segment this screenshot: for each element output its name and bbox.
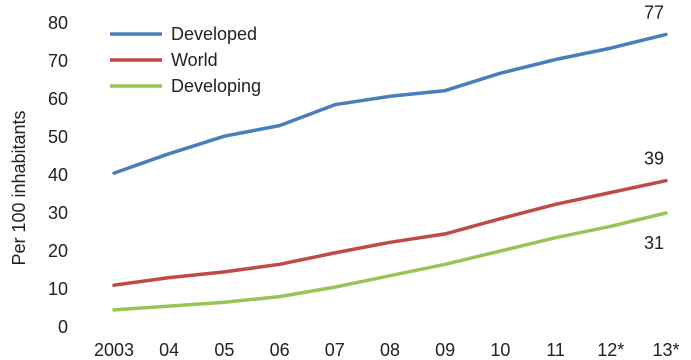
y-tick-label: 70: [48, 51, 68, 71]
y-tick-label: 20: [48, 241, 68, 261]
series-line-developing: [112, 211, 668, 312]
y-tick-label: 30: [48, 203, 68, 223]
end-label-developed: 77: [644, 2, 664, 22]
x-tick-label: 09: [435, 340, 455, 360]
legend-label-developing: Developing: [171, 76, 261, 96]
y-tick-label: 10: [48, 279, 68, 299]
x-tick-label: 08: [380, 340, 400, 360]
x-tick-label: 04: [159, 340, 179, 360]
legend-label-world: World: [171, 50, 218, 70]
y-tick-label: 0: [58, 317, 68, 337]
series-line-world: [112, 178, 668, 287]
y-tick-label: 50: [48, 127, 68, 147]
y-axis-label: Per 100 inhabitants: [9, 110, 29, 265]
x-axis-ticks: 2003 04 05 06 07 08 09 10 11 12* 13*: [94, 340, 680, 360]
x-tick-label: 05: [214, 340, 234, 360]
x-tick-label: 07: [325, 340, 345, 360]
series-lines: [112, 32, 668, 312]
end-label-developing: 31: [644, 233, 664, 253]
series-end-labels: 77 39 31: [644, 2, 664, 253]
end-label-world: 39: [644, 149, 664, 169]
x-tick-label: 10: [490, 340, 510, 360]
x-tick-label: 13*: [652, 340, 679, 360]
x-tick-label: 2003: [94, 340, 134, 360]
y-tick-label: 40: [48, 165, 68, 185]
series-line-developed: [112, 32, 668, 175]
y-axis-ticks: 0 10 20 30 40 50 60 70 80: [48, 13, 68, 337]
legend: Developed World Developing: [110, 24, 261, 96]
y-tick-label: 60: [48, 89, 68, 109]
legend-label-developed: Developed: [171, 24, 257, 44]
y-tick-label: 80: [48, 13, 68, 33]
x-tick-label: 11: [546, 340, 565, 360]
x-tick-label: 12*: [597, 340, 624, 360]
x-tick-label: 06: [270, 340, 290, 360]
